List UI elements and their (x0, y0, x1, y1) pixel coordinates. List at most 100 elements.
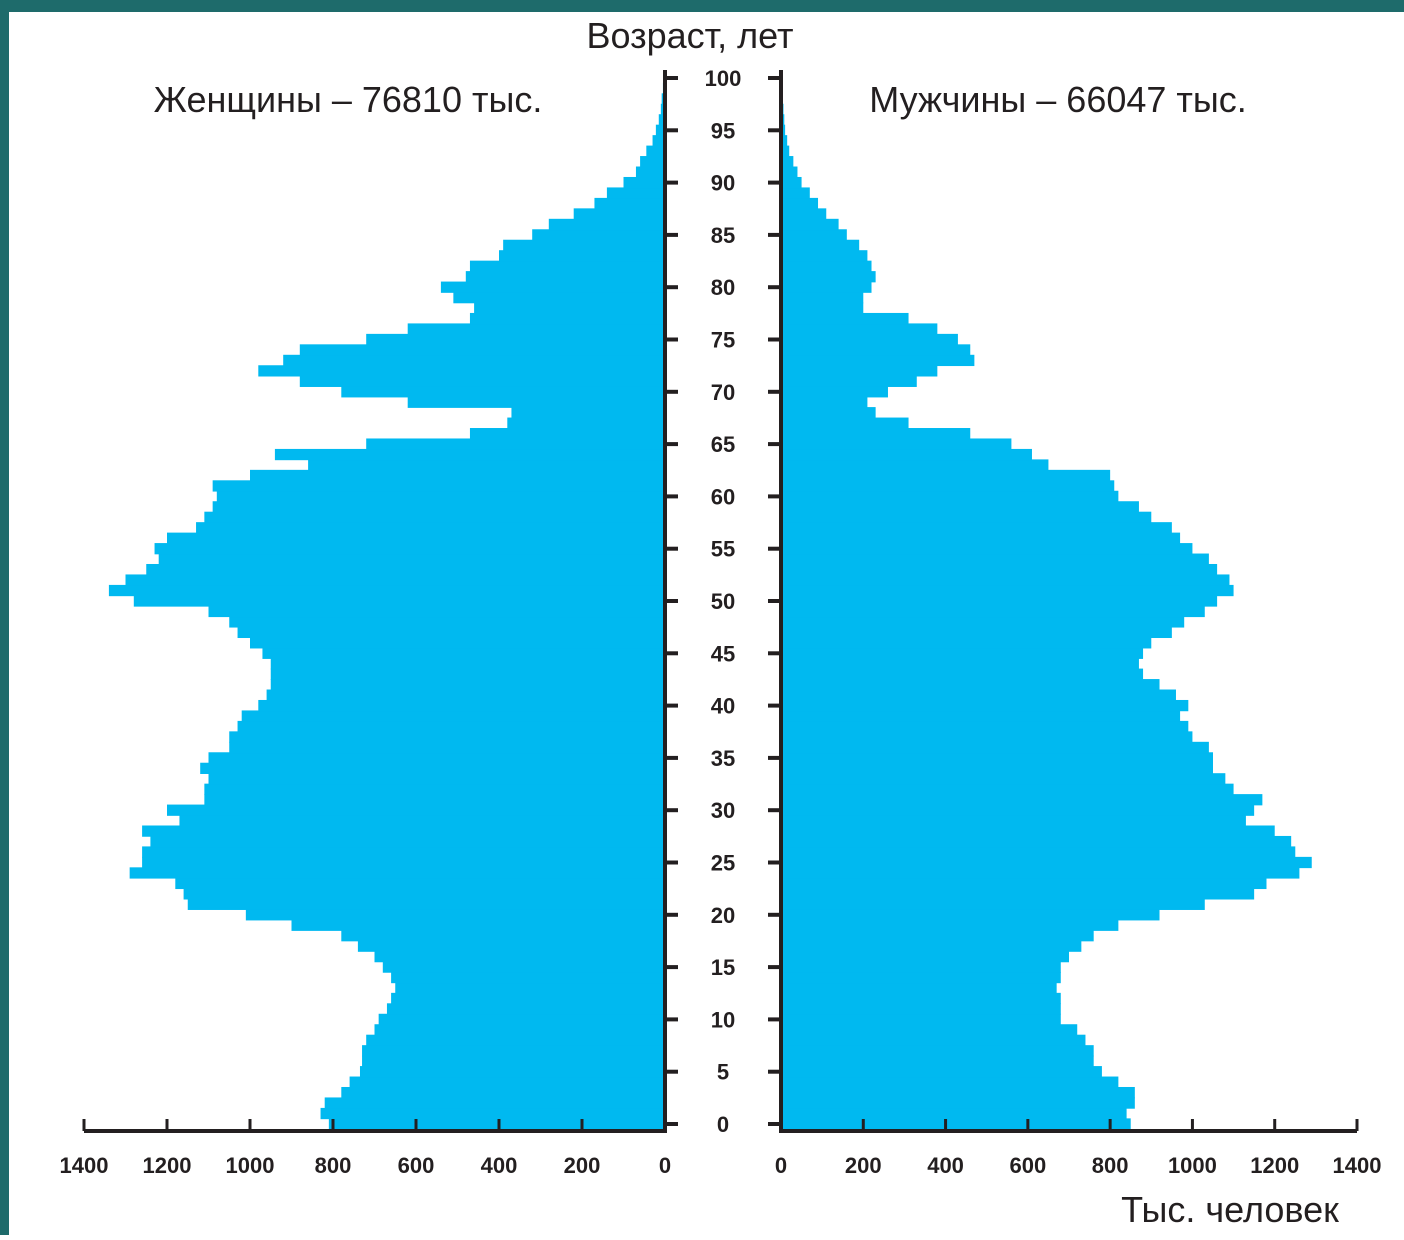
age-tick-label: 55 (711, 537, 735, 562)
female-x-tick-label: 1000 (226, 1153, 275, 1178)
male-bar (781, 710, 1181, 722)
female-bar (386, 1003, 665, 1015)
male-bar (781, 271, 876, 283)
female-bar (474, 302, 665, 314)
female-bar (507, 417, 665, 429)
female-bar (208, 605, 665, 618)
male-bar (781, 699, 1189, 712)
male-bar (781, 961, 1061, 973)
female-bar (378, 1013, 665, 1026)
male-bar (781, 825, 1275, 837)
female-bar (359, 1066, 665, 1078)
female-bar (196, 522, 666, 534)
female-bar (258, 699, 665, 712)
male-bar (781, 312, 909, 325)
female-bar (366, 438, 665, 450)
female-bar (324, 1097, 665, 1109)
male-bar (781, 595, 1218, 607)
female-bar (407, 396, 665, 408)
female-bar (623, 176, 665, 189)
female-bar (229, 741, 665, 754)
female-bar (183, 888, 665, 900)
male-bar (781, 1118, 1131, 1130)
male-bar (781, 501, 1139, 513)
female-bar (660, 103, 665, 116)
female-bar (341, 386, 665, 398)
male-bar (781, 773, 1226, 785)
male-bar (781, 386, 888, 398)
female-bar (440, 281, 665, 293)
female-bar (320, 1107, 665, 1120)
male-bar (781, 250, 868, 262)
male-bar (781, 1055, 1094, 1067)
male-bar (781, 626, 1172, 639)
male-bar (781, 1045, 1094, 1057)
female-bar (469, 312, 665, 325)
male-bar (781, 281, 872, 293)
male-bar (781, 145, 790, 157)
male-bar (781, 888, 1255, 900)
male-bar (781, 1107, 1127, 1120)
female-bar (241, 710, 665, 722)
female-bar (655, 124, 665, 136)
male-bar (781, 532, 1181, 544)
male-bar (781, 438, 1012, 450)
female-bar (469, 260, 665, 272)
age-tick-label: 60 (711, 484, 735, 509)
female-bar (465, 271, 665, 283)
female-bar (270, 658, 665, 670)
male-bar (781, 563, 1218, 576)
age-tick-label: 30 (711, 798, 735, 823)
male-bar (781, 815, 1246, 827)
male-bar (781, 679, 1160, 691)
male-bar (781, 940, 1082, 952)
age-tick-label: 95 (711, 118, 735, 143)
male-bar (781, 354, 975, 367)
male-bar (781, 229, 847, 241)
male-bar (781, 919, 1119, 931)
female-bar (532, 229, 665, 241)
male-bar (781, 898, 1205, 910)
male-bar (781, 689, 1176, 701)
age-tick-label: 70 (711, 380, 735, 405)
female-x-tick-label: 0 (659, 1153, 671, 1178)
male-bar (781, 459, 1049, 471)
female-bar (291, 919, 665, 931)
female-bar (366, 1034, 665, 1046)
female-bar (200, 762, 665, 774)
male-bar (781, 135, 788, 147)
female-bar (274, 448, 665, 461)
female-bar (374, 951, 665, 963)
male-x-tick-label: 200 (845, 1153, 882, 1178)
female-x-tick-label: 200 (564, 1153, 601, 1178)
age-tick-label: 45 (711, 641, 735, 666)
male-bar (781, 1003, 1061, 1015)
female-bar (299, 375, 665, 387)
female-bar (142, 825, 666, 837)
female-bar (133, 595, 666, 607)
female-x-tick-label: 1200 (143, 1153, 192, 1178)
female-bar (204, 511, 665, 523)
female-bar (142, 856, 666, 869)
female-bar (357, 940, 665, 952)
female-bar (142, 846, 666, 858)
female-bar (250, 637, 665, 649)
male-bar (781, 239, 860, 251)
female-bar (407, 323, 665, 335)
female-x-tick-label: 400 (481, 1153, 518, 1178)
male-bar (781, 584, 1234, 597)
age-tick-label: 5 (717, 1060, 729, 1085)
male-x-tick-label: 600 (1009, 1153, 1046, 1178)
male-bar (781, 187, 810, 199)
age-tick-label: 90 (711, 171, 735, 196)
female-label: Женщины – 76810 тыс. (154, 79, 543, 120)
female-bar (640, 156, 665, 168)
male-bar (781, 1066, 1102, 1078)
female-bar (208, 752, 665, 764)
male-bar (781, 448, 1032, 461)
female-bar (308, 459, 665, 471)
female-bar (108, 584, 665, 597)
female-bar (362, 1055, 665, 1067)
male-bar (781, 867, 1300, 879)
